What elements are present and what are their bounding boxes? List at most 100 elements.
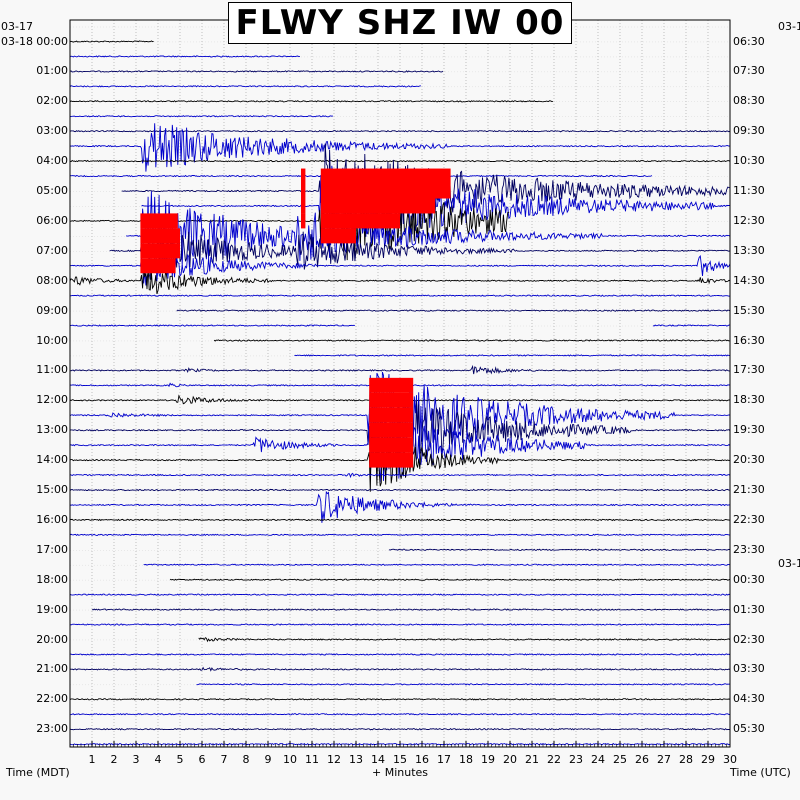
- right-hour-label: 01:30: [733, 602, 765, 616]
- left-hour-label: 18:00: [36, 572, 68, 586]
- trace-row: [198, 637, 731, 643]
- right-hour-label: 11:30: [733, 184, 765, 197]
- right-hour-label: 02:30: [733, 632, 765, 646]
- right-hour-label: 00:30: [733, 572, 765, 586]
- x-tick-label: 16: [415, 753, 429, 766]
- clipped-segment: [140, 213, 178, 229]
- right-hour-label: 21:30: [733, 483, 765, 496]
- x-tick-label: 14: [371, 753, 385, 766]
- trace-row: [69, 364, 731, 375]
- left-hour-label: 05:00: [36, 184, 68, 197]
- right-hour-label: 14:30: [733, 273, 765, 287]
- trace-row: [176, 309, 731, 312]
- right-hour-label: 19:30: [733, 423, 765, 437]
- x-tick-label: 9: [265, 753, 272, 766]
- trace-row: [69, 265, 731, 295]
- x-axis-label: + Minutes: [372, 766, 429, 779]
- left-hour-label: 03:00: [36, 124, 68, 138]
- trace-row: [69, 623, 731, 626]
- right-hour-label: 05:30: [733, 722, 765, 736]
- left-hour-label: 06:00: [36, 213, 68, 227]
- left-date-row0: 03-18: [1, 35, 33, 48]
- trace-row: [141, 165, 731, 249]
- trace-row: [69, 698, 731, 701]
- x-tick-label: 15: [393, 753, 407, 766]
- left-hour-label: 15:00: [36, 483, 68, 496]
- trace-row: [69, 247, 731, 286]
- trace-row: [69, 593, 731, 596]
- left-hour-label: 10:00: [36, 333, 68, 347]
- chart-title: FLWY SHZ IW 00: [235, 3, 565, 43]
- clipped-segment: [301, 183, 306, 199]
- clipped-segment: [369, 377, 414, 393]
- left-hour-label: 02:00: [36, 94, 68, 108]
- right-hour-label: 12:30: [733, 213, 765, 227]
- trace-row: [69, 324, 731, 327]
- clipped-segment: [140, 243, 180, 259]
- left-hour-label: 13:00: [36, 423, 68, 437]
- right-hour-label: 08:30: [733, 94, 765, 108]
- x-tick-label: 19: [481, 753, 495, 766]
- clipped-segment: [369, 452, 414, 468]
- left-hour-label: 08:00: [36, 273, 68, 287]
- right-hour-label: 22:30: [733, 512, 765, 526]
- x-tick-label: 11: [305, 753, 319, 766]
- trace-row: [69, 533, 731, 537]
- clipped-segment: [301, 213, 306, 229]
- x-tick-label: 21: [525, 753, 539, 766]
- right-hour-label: 10:30: [733, 154, 765, 168]
- left-hour-label: 16:00: [36, 512, 68, 526]
- trace-row: [70, 653, 731, 656]
- x-tick-label: 20: [503, 753, 517, 766]
- right-axis-label: Time (UTC): [730, 766, 791, 779]
- left-hour-label: 22:00: [36, 692, 68, 706]
- left-hour-label: 19:00: [36, 602, 68, 616]
- trace-row: [69, 488, 731, 492]
- x-tick-label: 6: [199, 753, 206, 766]
- clipped-segment: [320, 168, 451, 184]
- trace-row: [69, 518, 731, 522]
- x-tick-label: 18: [459, 753, 473, 766]
- left-hour-label: 07:00: [36, 243, 68, 257]
- title-box: FLWY SHZ IW 00: [228, 2, 572, 44]
- left-date-top: 03-17: [1, 20, 33, 33]
- x-tick-label: 24: [591, 753, 605, 766]
- clipped-segment: [140, 228, 180, 244]
- x-tick-label: 8: [243, 753, 250, 766]
- left-hour-label: 14:00: [36, 453, 68, 467]
- right-hour-label: 23:30: [733, 542, 765, 556]
- trace-row: [69, 666, 731, 672]
- right-hour-label: 06:30: [733, 34, 765, 48]
- trace-row: [70, 294, 731, 297]
- trace-row: [196, 683, 731, 686]
- x-tick-label: 13: [349, 753, 363, 766]
- clipped-segment: [369, 437, 414, 453]
- left-hour-label: 11:00: [36, 363, 68, 377]
- clipped-segment: [320, 198, 436, 214]
- left-hour-label: 01:00: [36, 64, 68, 78]
- trace-row: [69, 727, 731, 731]
- right-hour-label: 03:30: [733, 662, 765, 676]
- right-date-top: 03-1: [778, 20, 800, 33]
- right-hour-label: 20:30: [733, 453, 765, 467]
- right-hour-label: 04:30: [733, 692, 765, 706]
- trace-row: [91, 608, 731, 611]
- clipped-segment: [301, 198, 306, 214]
- x-tick-label: 17: [437, 753, 451, 766]
- x-axis-ticks: 1 2 3 4 5 6 7 8 9 10 11 12 13 14 15 16 17 18 19 20 21 22 23 24 2…: [69, 741, 737, 766]
- x-tick-label: 27: [657, 753, 671, 766]
- trace-row: [143, 563, 731, 566]
- x-tick-label: 30: [723, 753, 737, 766]
- trace-row: [69, 490, 731, 523]
- left-hour-label: 12:00: [36, 393, 68, 407]
- clipped-segment: [320, 183, 451, 199]
- x-tick-label: 29: [701, 753, 715, 766]
- trace-row: [388, 548, 731, 551]
- left-hour-label: 04:00: [36, 154, 68, 168]
- clipped-segment: [369, 392, 414, 408]
- left-axis-label: Time (MDT): [6, 766, 70, 779]
- right-hour-label: 15:30: [733, 303, 765, 317]
- x-tick-label: 3: [133, 753, 140, 766]
- x-tick-label: 23: [569, 753, 583, 766]
